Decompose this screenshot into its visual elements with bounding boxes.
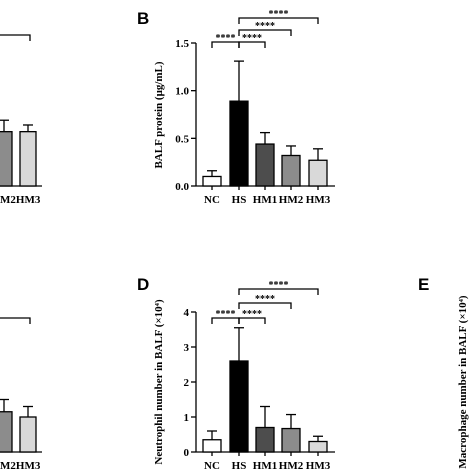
panel-label-d: D (137, 275, 149, 294)
panelB-x-tick-label: HS (232, 194, 247, 206)
panelD-significance-label: **** (216, 309, 236, 320)
panelD-significance-bracket (238, 317, 266, 324)
panelB-significance-bracket (238, 17, 319, 24)
panelB-significance-label: **** (242, 33, 262, 44)
panelB-bar-nc (202, 175, 222, 187)
panelB-y-tick-label: 1.5 (175, 38, 189, 50)
panel-label-b: B (137, 9, 149, 28)
panelD-y-tick-label: 1 (184, 412, 190, 424)
panelD-bar-hs (229, 360, 249, 453)
panelA-x-tick-labels: M2HM3 (0, 194, 41, 206)
panelD-x-tick-label: HM1 (253, 460, 277, 472)
panelA-bar (0, 131, 13, 187)
panel-label-e: E (418, 275, 429, 294)
panel-b: B BALF protein (μg/mL) 0.0 0.5 1.0 1.5 NC HS… (137, 9, 335, 206)
panelB-significance-bracket (238, 29, 292, 36)
panelB-significance-label: **** (269, 9, 289, 20)
panel-d: D Neutrophil number in BALF (×10⁴) 0 1 2 3 4… (137, 275, 335, 472)
panel-a-partial: M2HM3 (0, 34, 42, 206)
panelD-bar-hm3 (308, 440, 328, 453)
panelD-significance-bracket (238, 288, 319, 295)
panelC-x-tick-labels: M2HM3 (0, 460, 41, 472)
panelD-significance-bracket (238, 302, 292, 309)
panel-c-partial: M2HM3 (0, 317, 42, 472)
panelB-bar-hm1 (255, 143, 275, 187)
panelB-y-tick-label: 1.0 (175, 86, 189, 98)
panelD-significance-label: **** (255, 294, 275, 305)
panelD-x-tick-label: HS (232, 460, 247, 472)
panel-a-significance-bracket (0, 34, 31, 41)
panelB-y-tick-label: 0.5 (175, 133, 189, 145)
panelD-y-tick-label: 3 (184, 342, 190, 354)
panelB-bar-hs (229, 100, 249, 187)
panel-c-significance-bracket (0, 317, 31, 324)
panelD-significance-label: **** (242, 309, 262, 320)
panelD-bar-nc (202, 439, 222, 453)
panelB-significance-bracket (238, 41, 266, 48)
panelB-significance-label: **** (216, 33, 236, 44)
panelD-y-tick-label: 0 (184, 447, 190, 459)
panelB-y-tick-label: 0.0 (175, 181, 189, 193)
panelD-bar-hm2 (281, 427, 301, 453)
panel-e-partial: E Macrophage number in BALF (×10⁴) (418, 275, 469, 469)
panelC-bar (19, 416, 37, 453)
panelD-y-tick-label: 4 (184, 307, 190, 319)
panelD-y-tick-label: 2 (184, 377, 190, 389)
panelB-significance-label: **** (255, 21, 275, 32)
panelB-x-tick-label: HM1 (253, 194, 277, 206)
panelD-x-tick-label: HM3 (306, 460, 331, 472)
panel-d-y-axis-label: Neutrophil number in BALF (×10⁴) (153, 299, 165, 465)
panelA-bar (19, 131, 37, 187)
panelD-x-tick-label: NC (204, 460, 220, 472)
panel-b-y-axis-label: BALF protein (μg/mL) (153, 61, 165, 168)
panelB-bar-hm3 (308, 159, 328, 187)
panelD-bar-hm1 (255, 426, 275, 453)
panelC-bar (0, 411, 13, 453)
panelB-bar-hm2 (281, 154, 301, 187)
panelD-significance-label: **** (269, 280, 289, 291)
panelB-x-tick-label: HM2 (279, 194, 304, 206)
panel-e-y-axis-label: Macrophage number in BALF (×10⁴) (457, 295, 469, 468)
panelB-x-tick-label: NC (204, 194, 220, 206)
panelD-x-tick-label: HM2 (279, 460, 304, 472)
panelB-x-tick-label: HM3 (306, 194, 331, 206)
